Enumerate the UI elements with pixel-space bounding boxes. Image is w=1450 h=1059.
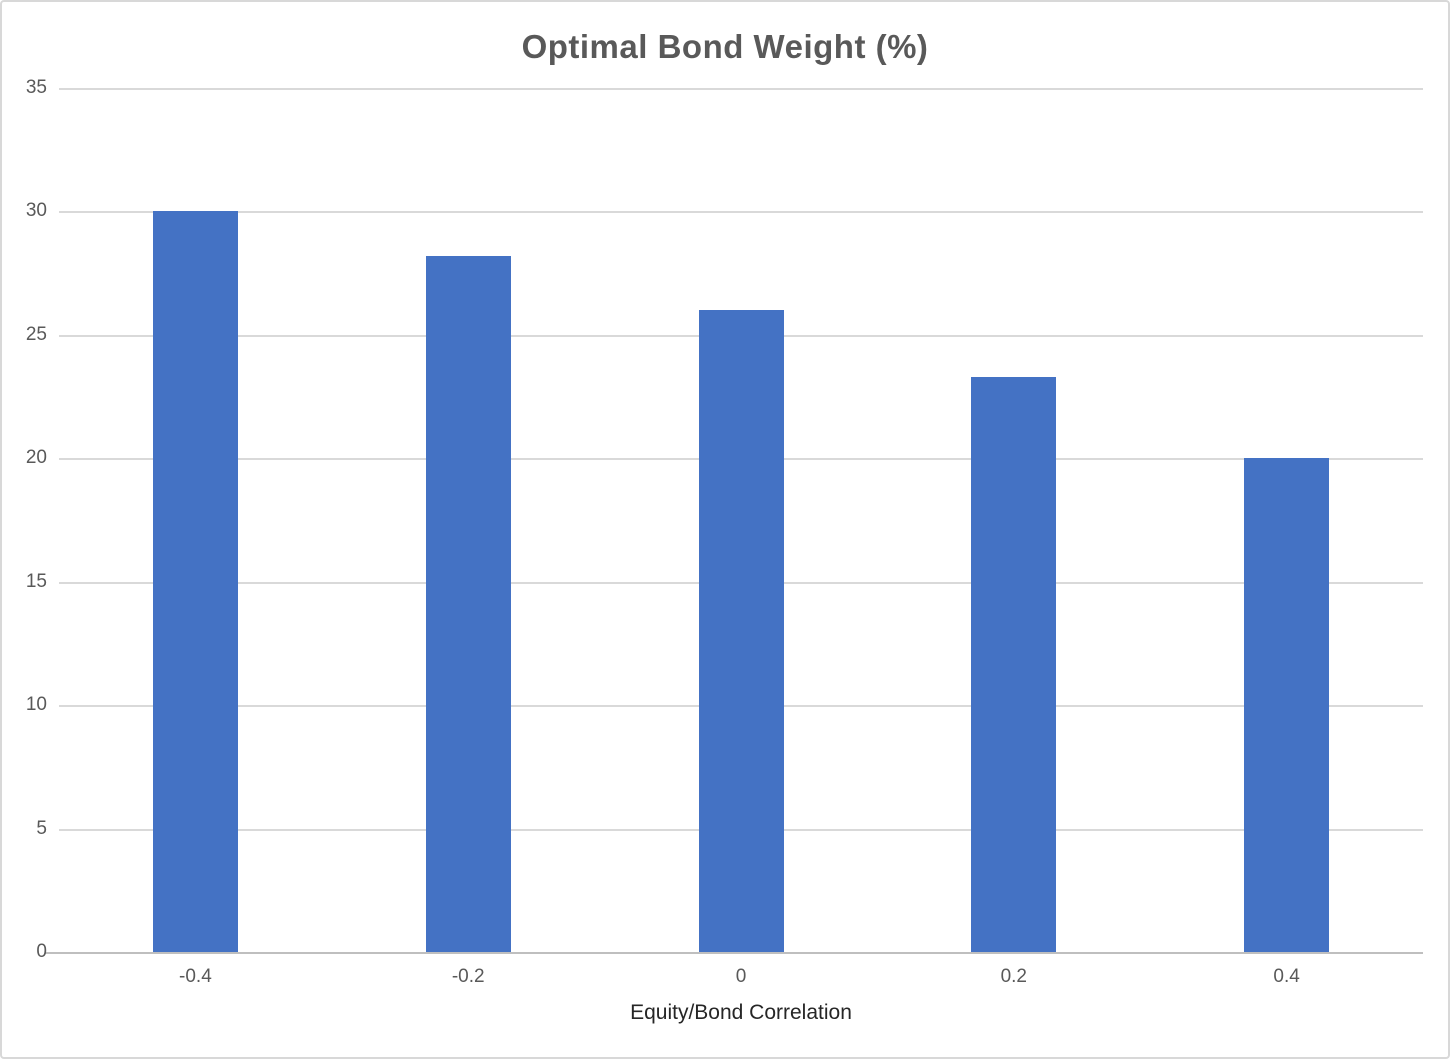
- y-tick-label: 35: [25, 77, 47, 98]
- x-tick-label: 0.2: [1000, 966, 1027, 987]
- y-tick-label: 10: [25, 694, 47, 716]
- gridline-y-30: [59, 211, 1423, 214]
- bar-0.2: [971, 376, 1057, 952]
- y-tick-label: 20: [25, 447, 47, 469]
- x-tick-label: -0.4: [179, 966, 212, 987]
- y-tick-label: 15: [25, 570, 47, 592]
- bar--0.4: [152, 211, 238, 952]
- chart-title: Optimal Bond Weight (%): [521, 28, 929, 65]
- y-tick-label: 30: [25, 200, 47, 222]
- x-tick-label: -0.2: [451, 966, 485, 987]
- x-axis-title: Equity/Bond Correlation: [630, 1001, 852, 1024]
- bar-0.4: [1244, 458, 1330, 952]
- x-axis-line: [45, 952, 1423, 954]
- plot-area: [45, 88, 1423, 954]
- y-tick-label: 5: [36, 817, 47, 839]
- gridline-y-35: [59, 88, 1423, 90]
- y-axis: 0 5 10 15 20 25 30 35: [2, 77, 47, 962]
- x-tick-label: 0: [735, 966, 747, 987]
- y-tick-label: 0: [36, 941, 47, 962]
- x-tick-label: 0.4: [1273, 966, 1300, 987]
- bar-0: [698, 310, 784, 952]
- y-tick-label: 25: [25, 323, 47, 345]
- bar--0.2: [425, 255, 511, 952]
- x-axis: -0.4 -0.2 0 0.2 0.4: [59, 964, 1423, 990]
